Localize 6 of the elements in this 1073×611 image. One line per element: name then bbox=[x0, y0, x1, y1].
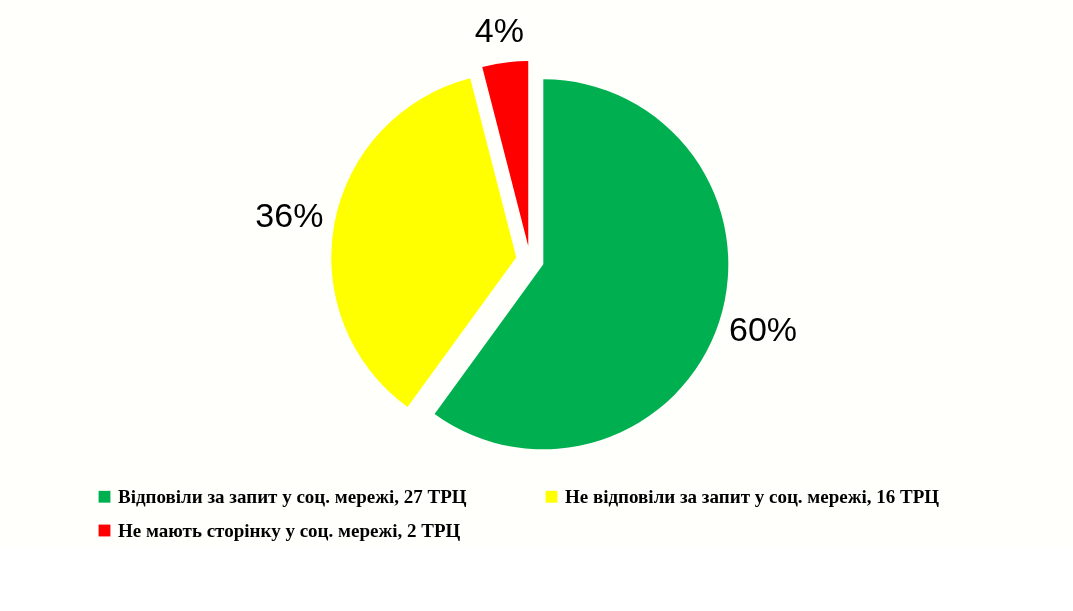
legend-label: Не мають сторінку у соц. мережі, 2 ТРЦ bbox=[118, 519, 461, 541]
data-label: 36% bbox=[255, 195, 324, 234]
legend-label: Не відповіли за запит у соц. мережі, 16 ТРЦ bbox=[565, 485, 940, 507]
legend-label: Відповіли за запит у соц. мережі, 27 ТРЦ bbox=[118, 485, 467, 507]
data-label: 4% bbox=[474, 10, 524, 49]
data-label: 60% bbox=[728, 310, 798, 349]
